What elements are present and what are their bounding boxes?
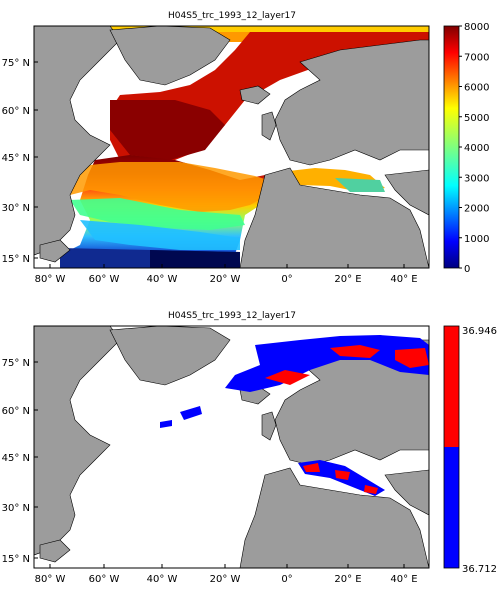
lat-label: 30° N — [2, 503, 30, 514]
colorbar-label: 36.712 — [462, 564, 497, 575]
lon-label: 60° W — [89, 274, 120, 285]
map-area — [34, 26, 429, 268]
map-frame — [33, 325, 430, 569]
lon-label: 20° E — [334, 274, 361, 285]
land-masses — [34, 26, 429, 268]
colorbar-top: 8000 7000 6000 5000 4000 3000 2000 1000 0 — [443, 22, 489, 275]
panel-title: H04S5_trc_1993_12_layer17 — [168, 11, 296, 21]
lat-label: 30° N — [2, 203, 30, 214]
map-panel-top: H04S5_trc_1993_12_layer17 — [2, 11, 490, 285]
middle-east — [384, 169, 429, 216]
colorbar-label: 5000 — [464, 113, 489, 124]
colorbar-top-segment — [444, 326, 459, 447]
africa — [239, 467, 429, 568]
colorbar-bottom-segment — [444, 447, 459, 568]
colorbar-label: 36.946 — [462, 326, 497, 337]
colorbar-label: 2000 — [464, 204, 489, 215]
lat-label: 60° N — [2, 406, 30, 417]
lat-label: 45° N — [2, 453, 30, 464]
colorbar-label: 4000 — [464, 143, 489, 154]
lon-label: 40° W — [147, 574, 178, 585]
lon-label: 20° E — [334, 574, 361, 585]
lon-label: 40° E — [390, 574, 417, 585]
field-core — [110, 100, 225, 160]
map-area — [34, 326, 429, 568]
colorbar-label: 1000 — [464, 234, 489, 245]
lat-label: 60° N — [2, 106, 30, 117]
lat-label: 45° N — [2, 153, 30, 164]
land-masses — [34, 326, 429, 568]
axis-ticks: 75° N 60° N 45° N 30° N 15° N 80° W 60° W 40° W… — [2, 58, 418, 285]
lon-label: 0° — [281, 274, 292, 285]
iceland — [239, 85, 271, 105]
map-panel-bottom: H04S5_trc_1993_12_layer17 — [2, 311, 497, 585]
lon-label: 0° — [281, 574, 292, 585]
lon-label: 60° W — [89, 574, 120, 585]
tracer-field — [160, 335, 429, 496]
colorbar-gradient — [443, 25, 460, 269]
panel-title: H04S5_trc_1993_12_layer17 — [168, 311, 296, 321]
lon-label: 40° W — [147, 274, 178, 285]
greenland — [109, 326, 231, 386]
field-mid — [60, 162, 268, 212]
lat-label: 15° N — [2, 254, 30, 265]
colorbar-label: 7000 — [464, 52, 489, 63]
colorbar-label: 3000 — [464, 173, 489, 184]
lon-label: 80° W — [35, 274, 66, 285]
colorbar-label: 8000 — [464, 22, 489, 33]
lat-label: 75° N — [2, 358, 30, 369]
colorbar-bottom: 36.946 36.712 — [443, 325, 497, 575]
lon-label: 80° W — [35, 574, 66, 585]
field-red — [265, 370, 310, 385]
lon-label: 20° W — [210, 574, 241, 585]
africa — [239, 167, 429, 268]
tracer-field — [34, 26, 429, 268]
lon-label: 20° W — [210, 274, 241, 285]
greenland — [109, 26, 231, 86]
lat-label: 15° N — [2, 554, 30, 565]
europe — [274, 39, 429, 166]
british-isles — [261, 111, 277, 141]
colorbar-label: 6000 — [464, 83, 489, 94]
british-isles — [261, 411, 277, 441]
lon-label: 40° E — [390, 274, 417, 285]
lat-label: 75° N — [2, 58, 30, 69]
axis-ticks: 75° N 60° N 45° N 30° N 15° N 80° W 60° W 40° W… — [2, 358, 418, 585]
middle-east — [384, 469, 429, 516]
colorbar-label: 0 — [464, 264, 470, 275]
map-frame — [33, 25, 430, 269]
